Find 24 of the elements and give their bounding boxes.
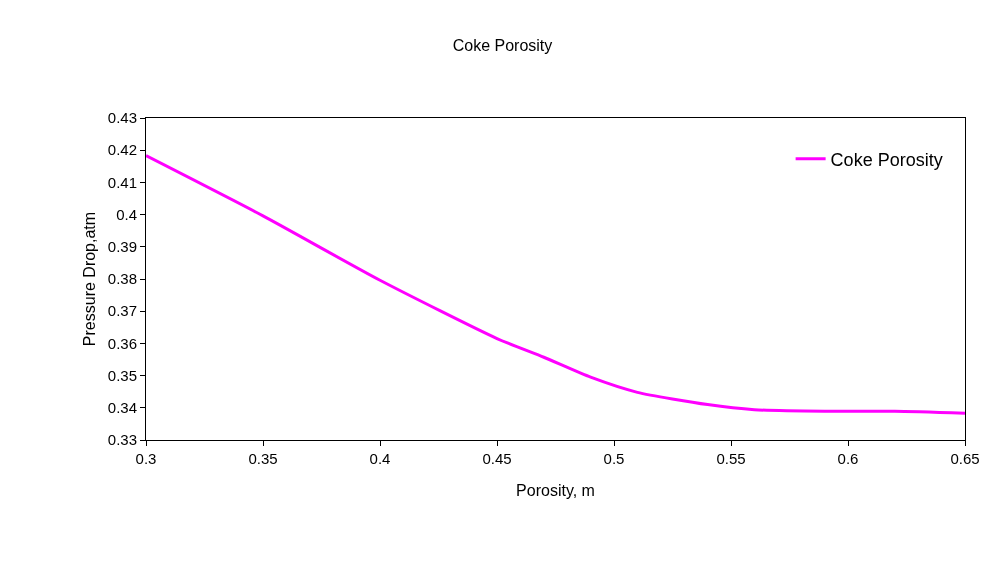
y-tick-label: 0.39 — [107, 238, 137, 256]
x-axis-title: Porosity, m — [516, 481, 595, 499]
y-axis-title: Pressure Drop,atm — [80, 211, 98, 347]
y-tick-label: 0.36 — [107, 334, 137, 352]
x-tick-label: 0.5 — [603, 450, 625, 467]
y-tick-label: 0.37 — [107, 302, 137, 320]
y-tick-label: 0.35 — [107, 366, 137, 384]
x-tick-label: 0.45 — [482, 450, 512, 467]
x-tick-label: 0.65 — [950, 450, 980, 467]
line-series — [146, 154, 965, 415]
chart-title: Coke Porosity — [452, 36, 553, 54]
x-tick-label: 0.4 — [369, 450, 391, 467]
x-tick-label: 0.55 — [716, 450, 746, 467]
x-tick-label: 0.35 — [248, 450, 278, 467]
y-tick-label: 0.4 — [116, 205, 137, 223]
x-tick-label: 0.6 — [837, 450, 859, 467]
x-tick-label: 0.3 — [135, 450, 157, 467]
y-tick-label: 0.43 — [107, 109, 137, 127]
y-tick-label: 0.34 — [107, 399, 137, 417]
y-tick-label: 0.42 — [107, 141, 137, 159]
y-tick-label: 0.33 — [107, 431, 137, 449]
y-tick-label: 0.38 — [107, 270, 137, 288]
y-tick-label: 0.41 — [107, 173, 137, 191]
legend-label: Coke Porosity — [830, 149, 943, 170]
